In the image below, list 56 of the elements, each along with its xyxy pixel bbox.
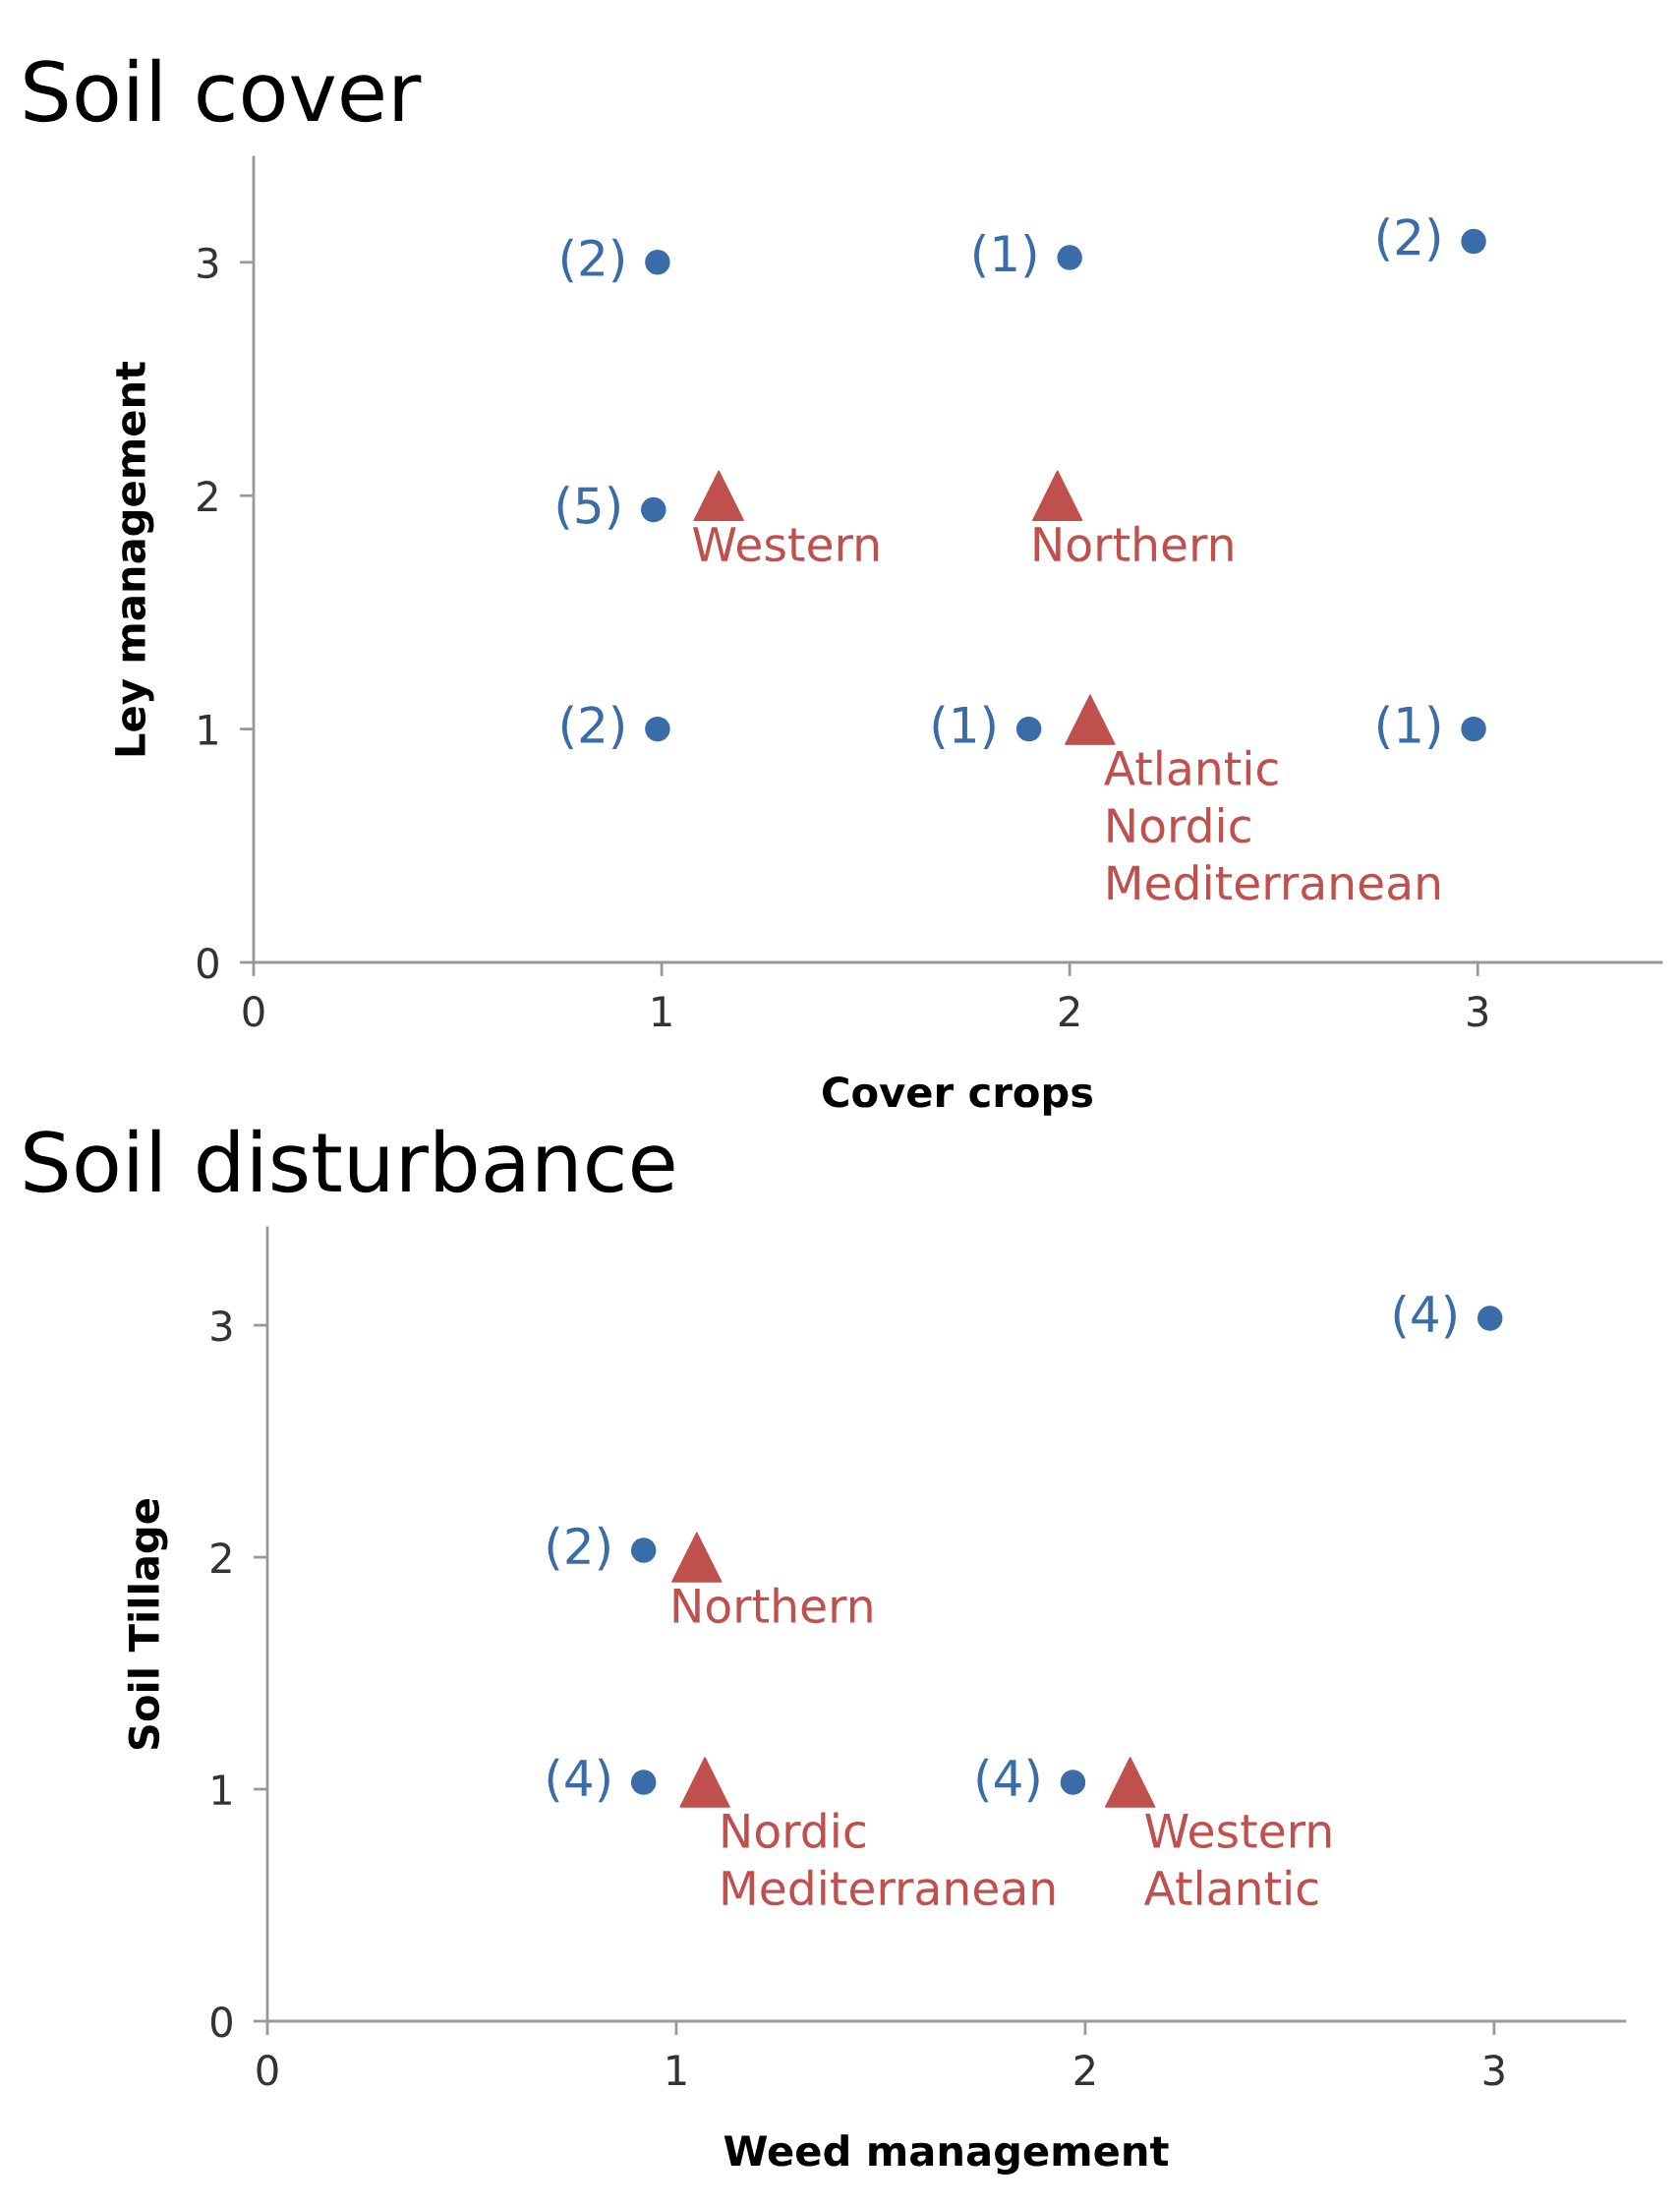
point [1060,1770,1086,1795]
point [1461,228,1486,255]
annotation: (5) [557,486,619,530]
x-tick-label: 3 [1468,996,1488,1027]
x-tick-label: 1 [653,996,671,1026]
y-tick-label: 2 [198,481,217,512]
y-tick-label: 1 [212,1774,231,1805]
annotation: (1) [974,233,1036,278]
y-tick-label: 1 [199,715,217,745]
annotation: Western Atlantic [1143,1813,1331,1906]
annotation: (4) [1394,1294,1456,1339]
point [645,250,670,275]
point [1477,1306,1503,1331]
point [671,1532,723,1583]
point [630,1770,657,1795]
annotation: (1) [1377,705,1440,749]
annotation: (4) [548,1758,609,1803]
annotation: (2) [1377,217,1440,261]
annotation: (2) [548,1526,609,1571]
chart-title: Soil disturbance [25,1129,674,1193]
x-axis-title: Cover crops [822,1076,1093,1116]
x-axis-title: Weed management [724,2134,1169,2175]
y-tick-label: 3 [211,1310,232,1342]
y-tick-label: 2 [211,1541,231,1573]
annotation: (1) [933,705,995,749]
annotation: Western [692,527,879,562]
point [693,470,744,521]
annotation: (4) [977,1758,1039,1803]
point [630,1538,657,1563]
chart-title: Soil cover [25,58,422,123]
point [1065,694,1116,745]
y-tick-label: 3 [198,247,218,279]
annotation: Atlantic Nordic Mediterranean [1104,749,1440,900]
point [1031,470,1083,521]
annotation: (2) [561,705,624,749]
point [1461,716,1486,742]
x-tick-label: 1 [667,2055,686,2085]
point [1057,245,1082,270]
point [645,716,670,742]
annotation: (2) [561,238,624,283]
annotation: Nordic Mediterranean [723,1812,1055,1906]
point [1015,716,1042,742]
annotation: Northern [1034,525,1233,562]
x-tick-label: 2 [1059,996,1079,1026]
y-tick-label: 0 [210,2005,232,2038]
x-tick-label: 3 [1483,2055,1504,2086]
annotation: Northern [673,1587,872,1624]
x-tick-label: 0 [243,996,264,1027]
x-tick-label: 0 [257,2055,278,2086]
y-tick-label: 0 [197,947,218,979]
y-axis-title: Soil Tillage [127,1498,168,1750]
point [679,1757,730,1808]
point [1104,1757,1156,1808]
x-tick-label: 2 [1074,2055,1095,2085]
point [641,496,666,523]
y-axis-title: Ley management [115,361,154,756]
